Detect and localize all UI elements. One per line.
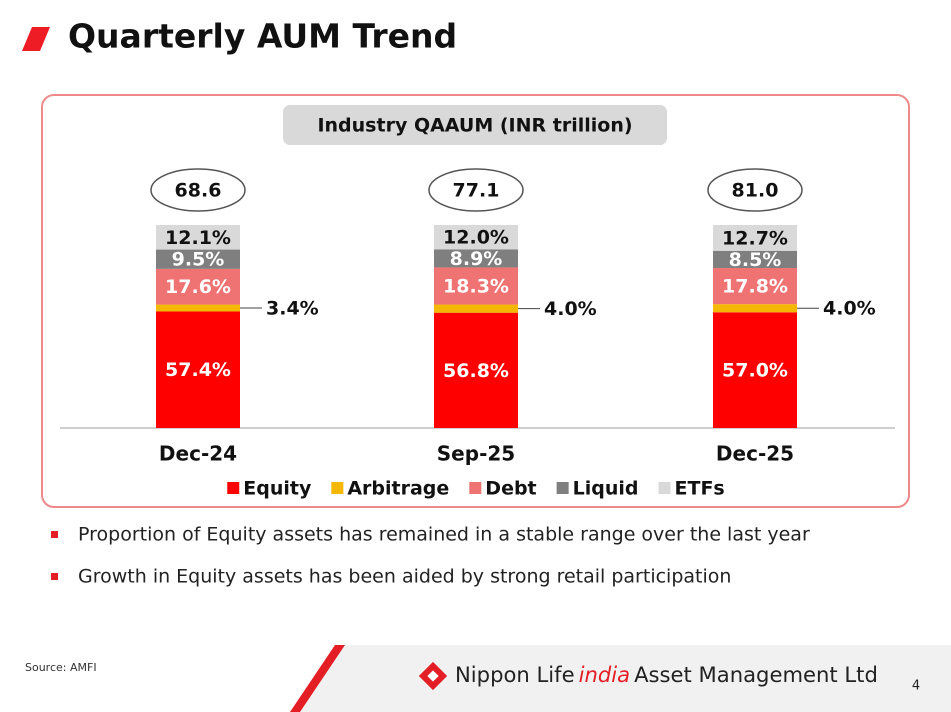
chart-frame [41,94,910,508]
bar-segment [713,225,797,251]
bar-segment [156,249,240,269]
total-label: 68.6 [175,180,222,202]
legend-swatch [227,482,240,494]
x-tick-label: Dec-25 [716,442,794,466]
data-label: 8.5% [729,249,782,271]
bar-segment [434,249,518,268]
total-bubble [707,168,803,212]
data-label: 4.0% [823,298,876,320]
brand-part: Asset Management Ltd [634,662,878,687]
total-bubble [150,168,246,212]
bar-segment [713,304,797,313]
slide-title: Quarterly AUM Trend [68,17,457,56]
bar-segment [713,268,797,305]
legend: Equity Arbitrage Debt Liquid ETFs [227,478,725,500]
page-number: 4 [912,679,920,694]
data-label: 4.0% [544,298,597,320]
footer-left [0,645,345,712]
data-label: 57.0% [722,360,788,382]
brand-logo [418,661,448,691]
chart-title-pill [283,105,667,145]
bullets: Proportion of Equity assets has remained… [51,524,810,588]
footer-stripe [290,645,345,712]
x-tick-label: Sep-25 [437,442,515,466]
bar-segment [156,311,240,428]
legend-label: Debt [485,478,536,500]
brand-part: Nippon Life [455,662,575,687]
bullet-text: Growth in Equity assets has been aided b… [78,566,731,588]
legend-swatch [658,482,671,494]
chart-title: Industry QAAUM (INR trillion) [317,115,632,137]
source: Source: AMFI [25,661,97,674]
bar-segment [434,225,518,250]
data-label: 8.9% [450,248,503,270]
total-label: 81.0 [732,180,779,202]
bar-segment [434,304,518,313]
legend-label: Liquid [573,478,639,500]
bar-segment [434,312,518,428]
data-label: 12.1% [165,227,231,249]
legend-swatch [331,482,344,494]
bullet-text: Proportion of Equity assets has remained… [78,524,810,546]
bar-segment [713,250,797,269]
data-label: 57.4% [165,359,231,381]
data-label: 9.5% [172,249,225,271]
data-label: 12.0% [443,227,509,249]
bar-segment [156,304,240,312]
data-label: 17.6% [165,276,231,298]
bullet-marker [51,531,58,538]
bar-segment [156,225,240,250]
legend-swatch [556,482,569,494]
brand-name: Nippon Life india Asset Management Ltd [455,662,878,687]
legend-swatch [469,482,482,494]
data-label: 18.3% [443,276,509,298]
title-icon [22,27,50,51]
data-label: 17.8% [722,276,788,298]
legend-label: ETFs [675,478,725,500]
bar-segment [156,268,240,305]
data-label: 3.4% [266,298,319,320]
data-label: 56.8% [443,360,509,382]
chart-area: 57.4% 3.4% 17.6% 9.5%12.1% 68.6 Dec-24 56.8% 4.… [150,168,876,466]
data-label: 12.7% [722,227,788,249]
legend-label: Equity [243,478,312,500]
bullet-marker [51,573,58,580]
total-bubble [428,168,524,212]
legend-label: Arbitrage [347,478,449,500]
total-label: 77.1 [453,180,500,202]
x-tick-label: Dec-24 [159,442,237,466]
bar-segment [434,267,518,305]
brand-part: india [579,662,630,687]
bar-segment [713,312,797,428]
